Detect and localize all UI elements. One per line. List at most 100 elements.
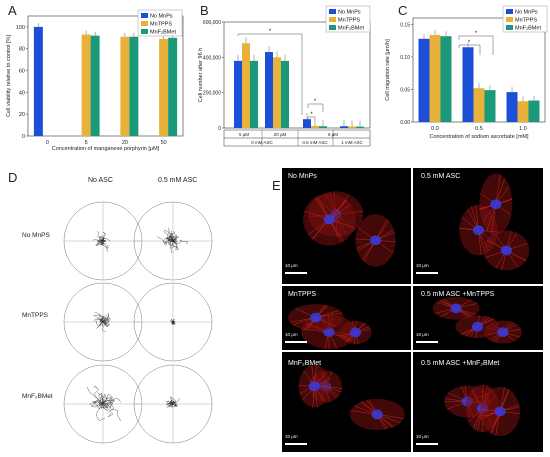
- bar: [168, 38, 177, 136]
- bar: [319, 126, 327, 128]
- legend-label: MnF₂BMet: [338, 26, 364, 32]
- micrograph-no-mnps: No MnPs 10 μm: [282, 168, 411, 284]
- y-tick-label: 0.05: [400, 88, 410, 94]
- scale-bar: [416, 443, 438, 445]
- bar: [281, 61, 289, 128]
- cell-trajectory: [171, 241, 179, 253]
- bar: [419, 39, 430, 122]
- legend-label: MnF₂BMet: [150, 30, 176, 36]
- row-label-no-mnps: No MnPS: [22, 232, 50, 239]
- y-axis-label: Cell viability relative to control [%]: [6, 35, 12, 117]
- cell-image: [282, 352, 411, 452]
- bar: [518, 101, 529, 122]
- row-label-mntpps: MnTPPS: [22, 312, 48, 319]
- nucleus: [350, 328, 361, 338]
- legend-swatch: [329, 25, 336, 30]
- x-table-cell: 5 μM: [328, 132, 338, 137]
- x-tick-label: 1.0: [519, 126, 527, 132]
- scale-bar: [285, 272, 307, 274]
- y-tick-label: 0: [22, 134, 25, 140]
- scale-bar: [285, 443, 307, 445]
- bar: [242, 43, 250, 128]
- legend-label: MnTPPS: [515, 18, 537, 24]
- y-tick-label: 80: [19, 47, 25, 53]
- bar: [356, 127, 364, 128]
- legend-label: MnTPPS: [338, 18, 360, 24]
- y-tick-label: 0.10: [400, 55, 410, 61]
- y-tick-label: 40: [19, 90, 25, 96]
- scale-bar: [285, 341, 307, 343]
- nucleus: [501, 245, 512, 255]
- bar: [485, 90, 496, 122]
- x-table-cell: 0.5 mM ASC: [302, 140, 328, 145]
- x-tick-label: 0.0: [431, 126, 439, 132]
- nucleus: [310, 313, 321, 323]
- significance-bracket: [308, 104, 323, 112]
- bar: [474, 88, 485, 122]
- legend-swatch: [506, 17, 513, 22]
- bar: [265, 52, 273, 128]
- y-axis-label: Cell migration rate [μm/h]: [385, 39, 391, 101]
- y-tick-label: 0.00: [400, 120, 410, 126]
- bar: [463, 47, 474, 122]
- y-tick-label: 600,000: [203, 20, 221, 26]
- panel-letter-e: E: [272, 178, 281, 193]
- y-axis-label: Cell number after 96 h: [198, 48, 204, 102]
- micrograph-asc-mnf2bmet: 0.5 mM ASC +MnF₂BMet 10 μm: [413, 352, 543, 452]
- y-tick-label: 0: [218, 126, 221, 132]
- bar: [234, 61, 242, 128]
- scale-bar: [416, 341, 438, 343]
- x-tick-label: 0.5: [475, 126, 483, 132]
- bar: [91, 36, 100, 136]
- legend-label: MnTPPS: [150, 22, 172, 28]
- nucleus: [370, 235, 381, 245]
- scale-bar: [416, 272, 438, 274]
- legend-swatch: [506, 9, 513, 14]
- legend-swatch: [141, 21, 148, 26]
- bar: [529, 101, 540, 122]
- legend-swatch: [329, 9, 336, 14]
- legend-swatch: [141, 13, 148, 18]
- bar: [250, 61, 258, 128]
- nucleus: [490, 199, 501, 209]
- x-tick-label: 50: [161, 140, 167, 146]
- trajectory-plots: [60, 182, 260, 452]
- legend-label: No MnPs: [338, 10, 361, 16]
- y-tick-label: 0.15: [400, 23, 410, 29]
- y-tick-label: 200,000: [203, 91, 221, 97]
- nucleus: [494, 407, 505, 417]
- bar: [129, 37, 138, 136]
- y-tick-label: 20: [19, 112, 25, 118]
- x-tick-label: 0: [46, 140, 49, 146]
- bar: [441, 36, 452, 122]
- cell-image: [413, 352, 543, 452]
- y-tick-label: 100: [16, 25, 25, 31]
- cell-trajectory: [103, 404, 121, 421]
- legend-swatch: [141, 29, 148, 34]
- bar: [348, 126, 356, 128]
- x-table-cell: 20 μM: [274, 132, 287, 137]
- bar: [159, 39, 168, 136]
- row-label-mnf2bmet: MnF₂BMet: [22, 393, 53, 400]
- x-axis-label: Concentration of manganese porphyrin [μM…: [52, 146, 160, 152]
- legend-label: No MnPs: [515, 10, 538, 16]
- micrograph-mnf2bmet: MnF₂BMet 10 μm: [282, 352, 411, 452]
- y-tick-label: 400,000: [203, 55, 221, 61]
- bar: [34, 27, 43, 136]
- x-table-cell: 5 μM: [239, 132, 249, 137]
- legend-label: No MnPs: [150, 14, 173, 20]
- bar: [430, 35, 441, 122]
- bar: [120, 37, 129, 136]
- bar: [507, 92, 518, 122]
- nucleus: [372, 410, 383, 420]
- bar: [303, 119, 311, 128]
- nucleus: [324, 215, 335, 225]
- nucleus: [450, 303, 461, 313]
- cell-image: [413, 168, 543, 284]
- legend-swatch: [506, 25, 513, 30]
- micrograph-asc: 0.5 mM ASC 10 μm: [413, 168, 543, 284]
- x-table-cell: 0 mM ASC: [251, 140, 273, 145]
